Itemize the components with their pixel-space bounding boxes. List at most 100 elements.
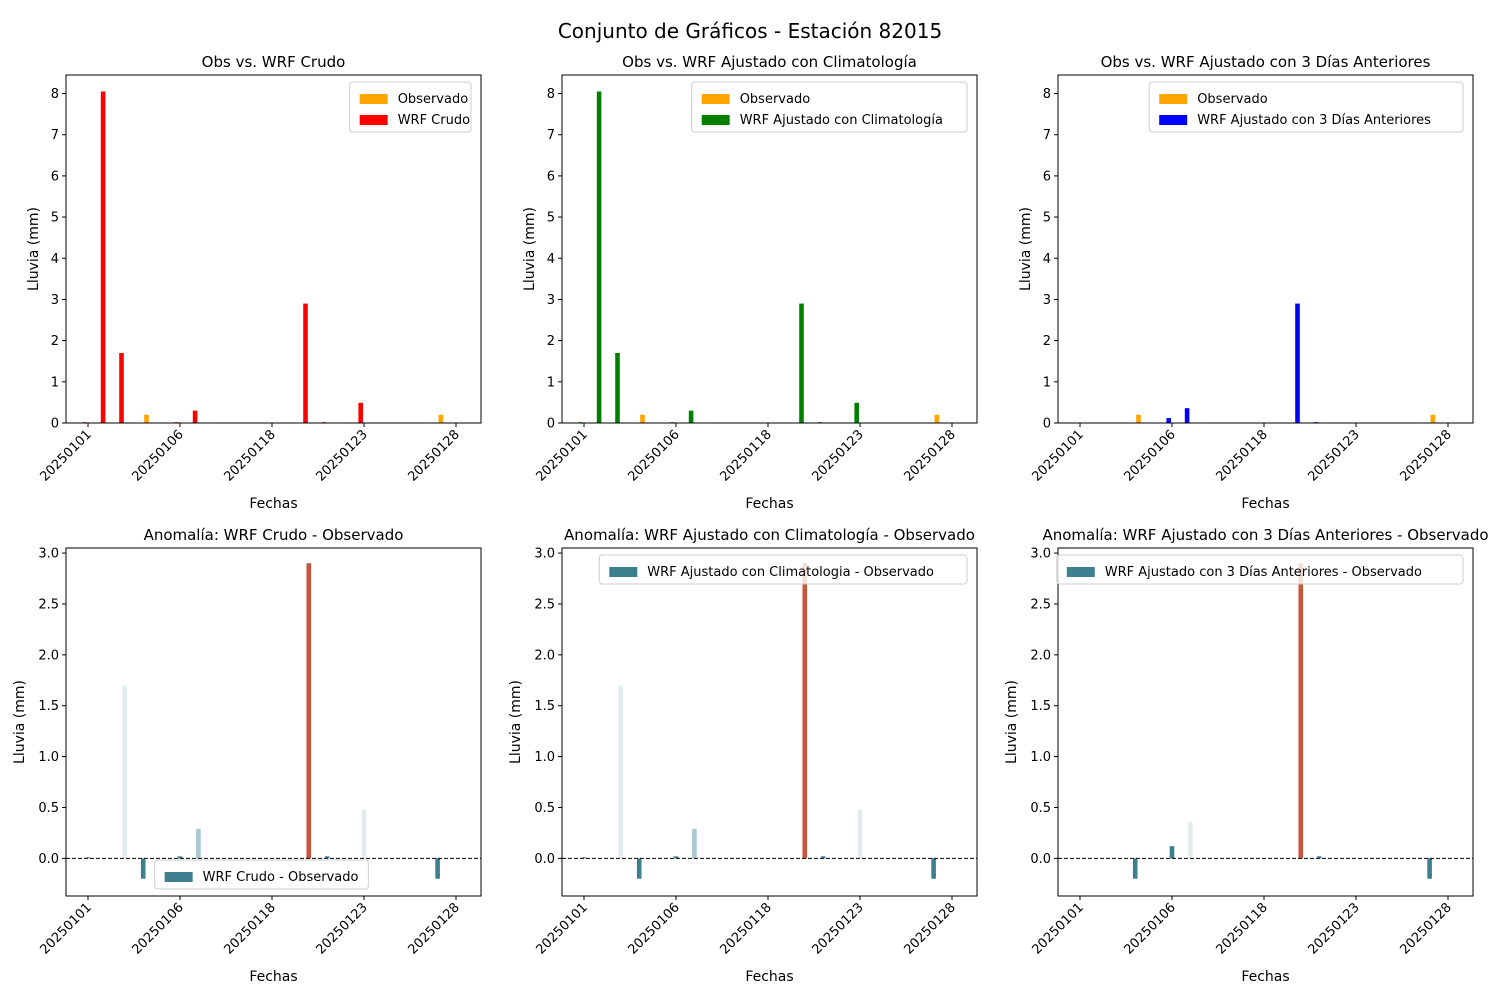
bar-wrf bbox=[615, 352, 620, 423]
legend-box bbox=[1056, 554, 1464, 585]
bar-anomaly bbox=[1169, 846, 1175, 859]
bar-anomaly bbox=[435, 858, 440, 879]
bar-anomaly bbox=[1316, 856, 1322, 859]
y-tick-label: 1.5 bbox=[534, 699, 555, 714]
legend: Observado WRF Ajustado con 3 Días Anterio… bbox=[1148, 81, 1464, 133]
legend: Observado WRF Crudo bbox=[349, 81, 472, 133]
legend-box bbox=[1148, 81, 1464, 133]
legend-swatch bbox=[1159, 94, 1188, 104]
y-tick-label: 1.5 bbox=[1030, 699, 1051, 714]
legend-label: WRF Ajustado con 3 Días Anteriores - Obs… bbox=[1105, 565, 1422, 580]
bars bbox=[581, 563, 936, 879]
y-tick-label: 1.0 bbox=[1030, 750, 1051, 765]
y-axis-label: Lluvia (mm) bbox=[1004, 680, 1020, 764]
bar-wrf bbox=[596, 91, 602, 423]
bar-anomaly bbox=[820, 856, 826, 859]
bar-anomaly bbox=[177, 856, 183, 859]
subplot-5: Anomalía: WRF Ajustado con Climatología … bbox=[508, 526, 978, 985]
legend: WRF Ajustado con 3 Días Anteriores - Obs… bbox=[1056, 554, 1464, 585]
y-tick-label: 6 bbox=[51, 169, 59, 184]
bar-wrf bbox=[100, 91, 106, 423]
legend: WRF Crudo - Observado bbox=[154, 859, 369, 890]
bar-anomaly bbox=[140, 858, 146, 879]
legend-swatch bbox=[1159, 115, 1188, 125]
y-tick-label: 1.0 bbox=[534, 750, 555, 765]
y-tick-label: 7 bbox=[547, 128, 555, 143]
bar-anomaly bbox=[857, 809, 863, 859]
y-axis-label: Lluvia (mm) bbox=[1018, 207, 1034, 291]
legend-label: WRF Ajustado con Climatología bbox=[740, 113, 943, 128]
legend-label: WRF Ajustado con 3 Días Anteriores bbox=[1197, 113, 1431, 128]
bar-anomaly bbox=[673, 856, 679, 859]
bar-anomaly bbox=[636, 858, 642, 879]
axes-frame bbox=[1057, 547, 1474, 897]
legend-label: WRF Crudo - Observado bbox=[203, 870, 359, 885]
y-tick-label: 2.0 bbox=[38, 648, 59, 663]
y-tick-label: 0.0 bbox=[1030, 852, 1051, 867]
y-tick-label: 1 bbox=[51, 375, 59, 390]
y-tick-label: 2 bbox=[547, 334, 555, 349]
axes-frame bbox=[1057, 74, 1474, 424]
bar-observed bbox=[1430, 414, 1436, 423]
legend-box bbox=[598, 554, 968, 585]
x-axis-label: Fechas bbox=[249, 496, 297, 512]
y-tick-label: 7 bbox=[51, 128, 59, 143]
bar-wrf bbox=[688, 410, 694, 423]
bar-anomaly bbox=[618, 685, 624, 859]
y-tick-label: 1.0 bbox=[38, 750, 59, 765]
y-tick-label: 4 bbox=[51, 252, 59, 267]
y-tick-label: 1 bbox=[1043, 375, 1051, 390]
subplot-title: Anomalía: WRF Crudo - Observado bbox=[144, 526, 404, 544]
y-tick-label: 3.0 bbox=[1030, 547, 1051, 562]
legend-label: Observado bbox=[1197, 92, 1268, 107]
y-tick-label: 3.0 bbox=[534, 547, 555, 562]
bar-anomaly bbox=[581, 857, 587, 859]
bar-anomaly bbox=[1298, 563, 1304, 859]
y-tick-label: 3 bbox=[51, 293, 59, 308]
y-tick-label: 2 bbox=[51, 334, 59, 349]
legend-box bbox=[691, 81, 968, 133]
legend-swatch bbox=[359, 115, 388, 125]
y-tick-label: 2.0 bbox=[1030, 648, 1051, 663]
subplot-title: Anomalía: WRF Ajustado con 3 Días Anteri… bbox=[1042, 526, 1488, 544]
y-tick-label: 0.5 bbox=[38, 801, 59, 816]
axes-frame bbox=[561, 547, 978, 897]
bar-wrf bbox=[119, 352, 124, 423]
x-axis-label: Fechas bbox=[745, 496, 793, 512]
bar-anomaly bbox=[306, 563, 312, 859]
bars bbox=[85, 563, 440, 879]
bars bbox=[1132, 563, 1432, 879]
axes-frame bbox=[65, 547, 482, 897]
y-tick-label: 0.5 bbox=[1030, 801, 1051, 816]
y-axis-label: Lluvia (mm) bbox=[12, 680, 28, 764]
bar-anomaly bbox=[196, 828, 201, 859]
y-tick-label: 1 bbox=[547, 375, 555, 390]
x-axis-label: Fechas bbox=[1241, 969, 1289, 985]
y-tick-label: 8 bbox=[547, 87, 555, 102]
subplot-title: Obs vs. WRF Crudo bbox=[202, 53, 346, 71]
bar-wrf bbox=[1184, 408, 1190, 423]
legend-swatch bbox=[164, 872, 193, 882]
bar-anomaly bbox=[361, 809, 367, 859]
y-tick-label: 0 bbox=[1043, 417, 1051, 432]
y-tick-label: 3 bbox=[547, 293, 555, 308]
y-tick-label: 6 bbox=[1043, 169, 1051, 184]
bar-wrf bbox=[799, 303, 804, 423]
y-tick-label: 0.0 bbox=[38, 852, 59, 867]
y-axis-label: Lluvia (mm) bbox=[26, 207, 42, 291]
y-tick-label: 2 bbox=[1043, 334, 1051, 349]
y-tick-label: 0.5 bbox=[534, 801, 555, 816]
y-tick-label: 6 bbox=[547, 169, 555, 184]
bar-anomaly bbox=[324, 856, 330, 859]
y-tick-label: 2.5 bbox=[1030, 597, 1051, 612]
y-axis-label: Lluvia (mm) bbox=[508, 680, 524, 764]
legend-swatch bbox=[701, 115, 730, 125]
bar-observed bbox=[144, 414, 149, 423]
bar-wrf bbox=[854, 402, 859, 423]
bar-wrf bbox=[1166, 418, 1171, 423]
bar-anomaly bbox=[931, 858, 936, 879]
x-axis-label: Fechas bbox=[249, 969, 297, 985]
y-tick-label: 1.5 bbox=[38, 699, 59, 714]
bar-anomaly bbox=[802, 563, 808, 859]
